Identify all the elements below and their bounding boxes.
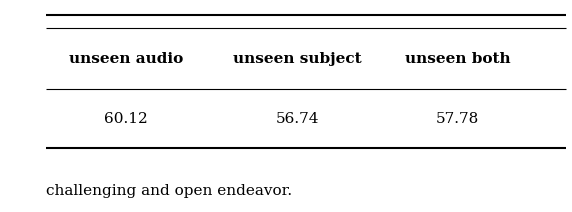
Text: unseen audio: unseen audio — [69, 52, 183, 66]
Text: 57.78: 57.78 — [436, 112, 479, 126]
Text: unseen both: unseen both — [405, 52, 510, 66]
Text: 60.12: 60.12 — [104, 112, 148, 126]
Text: challenging and open endeavor.: challenging and open endeavor. — [46, 184, 292, 198]
Text: 56.74: 56.74 — [276, 112, 319, 126]
Text: unseen subject: unseen subject — [233, 52, 362, 66]
